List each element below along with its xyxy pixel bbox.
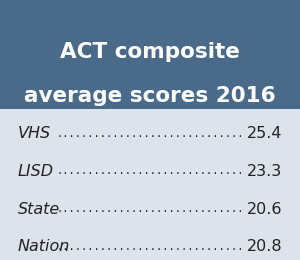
Text: State: State <box>18 202 60 217</box>
Text: average scores 2016: average scores 2016 <box>24 86 276 106</box>
Text: ..............................: .............................. <box>56 129 244 139</box>
Text: 20.8: 20.8 <box>246 239 282 254</box>
Text: ..............................: .............................. <box>56 204 244 214</box>
Text: ..............................: .............................. <box>56 242 244 252</box>
Text: LISD: LISD <box>18 164 54 179</box>
Text: 25.4: 25.4 <box>247 126 282 141</box>
Text: 20.6: 20.6 <box>247 202 282 217</box>
Text: 23.3: 23.3 <box>247 164 282 179</box>
Text: ACT composite: ACT composite <box>60 42 240 62</box>
Text: Nation: Nation <box>18 239 70 254</box>
FancyBboxPatch shape <box>0 0 300 109</box>
Text: VHS: VHS <box>18 126 51 141</box>
Text: ..............................: .............................. <box>56 166 244 176</box>
